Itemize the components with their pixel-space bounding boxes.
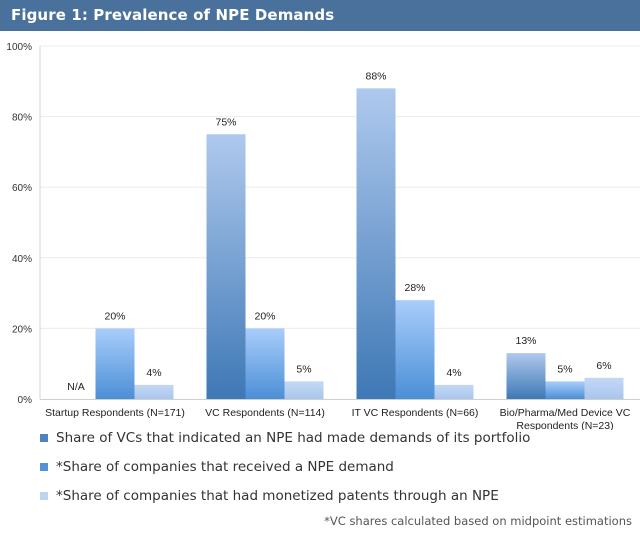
data-label: 6% (596, 360, 611, 372)
x-category-label: Bio/Pharma/Med Device VC (500, 407, 631, 419)
bar-series-3 (584, 377, 624, 399)
bar-series-3 (434, 384, 474, 399)
figure-header: Figure 1: Prevalence of NPE Demands (0, 0, 640, 31)
bar-series-1 (506, 353, 546, 399)
data-label: 5% (296, 363, 311, 375)
y-tick-label: 0% (18, 395, 33, 406)
bar-series-2 (245, 328, 285, 399)
data-label: 20% (104, 310, 125, 322)
data-label: 75% (215, 116, 236, 128)
bar-chart: 0% 20% 40% 60% 80% 100% N/A 20% 4% Startup Respon… (6, 42, 640, 430)
legend-label-series-1: Share of VCs that indicated an NPE had m… (56, 430, 531, 446)
bar-series-3 (134, 384, 174, 399)
data-label: 4% (146, 367, 161, 379)
data-label: 5% (557, 363, 572, 375)
data-label: N/A (67, 381, 85, 393)
data-label: 28% (404, 282, 425, 294)
legend-swatch-series-3 (40, 492, 48, 500)
y-tick-label: 60% (12, 183, 32, 194)
bar-series-3 (284, 381, 324, 399)
y-tick-label: 100% (6, 42, 32, 53)
data-label: 88% (365, 70, 386, 82)
bar-series-1 (206, 134, 246, 399)
legend-swatch-series-1 (40, 434, 48, 442)
figure-title: Figure 1: Prevalence of NPE Demands (11, 6, 335, 24)
x-category-label: IT VC Respondents (N=66) (352, 407, 479, 419)
bar-series-2 (395, 300, 435, 399)
data-label: 13% (515, 335, 536, 347)
legend-label-series-3: *Share of companies that had monetized p… (56, 488, 499, 504)
x-category-label: Respondents (N=23) (516, 420, 613, 430)
data-label: 4% (446, 367, 461, 379)
data-label: 20% (254, 310, 275, 322)
x-category-label: VC Respondents (N=114) (205, 407, 325, 419)
legend-label-series-2: *Share of companies that received a NPE … (56, 459, 394, 475)
bar-series-1 (356, 88, 396, 400)
footnote: *VC shares calculated based on midpoint … (324, 514, 632, 528)
y-tick-label: 20% (12, 324, 32, 335)
bar-series-2 (545, 381, 585, 399)
legend-swatch-series-2 (40, 463, 48, 471)
y-tick-label: 80% (12, 113, 32, 124)
y-tick-label: 40% (12, 254, 32, 265)
x-category-label: Startup Respondents (N=171) (45, 407, 185, 419)
bar-series-2 (95, 328, 135, 399)
